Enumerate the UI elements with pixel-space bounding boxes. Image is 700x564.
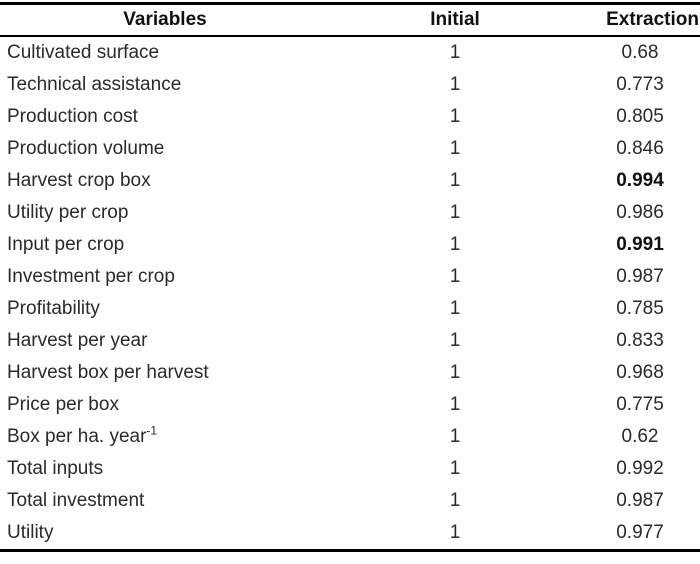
- variable-cell: Total investment: [0, 485, 330, 517]
- extraction-value-cell: 0.987: [616, 266, 664, 287]
- variable-label: Harvest crop box: [7, 170, 151, 191]
- initial-value-cell: 1: [449, 106, 461, 127]
- initial-value-cell: 1: [449, 234, 461, 255]
- variable-label: Utility per crop: [7, 202, 129, 223]
- variable-cell: Input per crop: [0, 229, 330, 261]
- table-row: Total inputs 1 0.992: [0, 453, 700, 485]
- initial-value-cell: 1: [449, 138, 461, 159]
- variable-cell: Production cost: [0, 101, 330, 133]
- initial-value-cell: 1: [449, 266, 461, 287]
- initial-value-cell: 1: [449, 362, 461, 383]
- variable-label: Total investment: [7, 490, 145, 511]
- extraction-value-cell: 0.775: [616, 394, 664, 415]
- extraction-value-cell: 0.968: [616, 362, 664, 383]
- table-row: Cultivated surface 1 0.68: [0, 36, 700, 69]
- extraction-value-cell: 0.68: [621, 42, 659, 63]
- extraction-value-cell: 0.62: [621, 426, 659, 447]
- variable-label: Harvest per year: [7, 330, 148, 351]
- variable-cell: Total inputs: [0, 453, 330, 485]
- table-row: Production cost 1 0.805: [0, 101, 700, 133]
- variable-label: Cultivated surface: [7, 42, 160, 63]
- table-row: Utility per crop 1 0.986: [0, 197, 700, 229]
- variable-label: Box per ha. year: [7, 426, 147, 447]
- initial-value-cell: 1: [449, 426, 461, 447]
- table-row: Harvest per year 1 0.833: [0, 325, 700, 357]
- table-row: Harvest box per harvest 1 0.968: [0, 357, 700, 389]
- extraction-value-cell: 0.986: [616, 202, 664, 223]
- extraction-value-cell: 0.977: [616, 522, 664, 543]
- factor-extraction-table: Variables Initial Extraction Cultivated …: [0, 2, 700, 552]
- initial-value-cell: 1: [449, 74, 461, 95]
- variable-label: Production cost: [7, 106, 138, 127]
- table-row: Utility 1 0.977: [0, 517, 700, 551]
- extraction-value-cell: 0.987: [616, 490, 664, 511]
- initial-value-cell: 1: [449, 330, 461, 351]
- header-row: Variables Initial Extraction: [0, 3, 700, 37]
- variable-cell: Price per box: [0, 389, 330, 421]
- initial-value-cell: 1: [449, 170, 461, 191]
- table-body: Cultivated surface 1 0.68 Technical assi…: [0, 36, 700, 551]
- variable-label: Total inputs: [7, 458, 104, 479]
- column-header-variables: Variables: [0, 3, 330, 37]
- variable-label: Profitability: [7, 298, 100, 319]
- table-row: Input per crop 1 0.991: [0, 229, 700, 261]
- extraction-value-cell: 0.994: [616, 170, 664, 191]
- variable-cell: Harvest per year: [0, 325, 330, 357]
- extraction-value-cell: 0.833: [616, 330, 664, 351]
- extraction-value-cell: 0.785: [616, 298, 664, 319]
- variable-cell: Utility: [0, 517, 330, 551]
- table-header: Variables Initial Extraction: [0, 3, 700, 37]
- table-row: Total investment 1 0.987: [0, 485, 700, 517]
- extraction-value-cell: 0.846: [616, 138, 664, 159]
- variable-label: Utility: [7, 522, 54, 543]
- extraction-value-cell: 0.805: [616, 106, 664, 127]
- initial-value-cell: 1: [449, 298, 461, 319]
- initial-value-cell: 1: [449, 394, 461, 415]
- variable-label: Production volume: [7, 138, 165, 159]
- extraction-value-cell: 0.991: [616, 234, 664, 255]
- initial-value-cell: 1: [449, 202, 461, 223]
- variable-label: Harvest box per harvest: [7, 362, 209, 383]
- table-row: Technical assistance 1 0.773: [0, 69, 700, 101]
- variable-superscript: -1: [146, 423, 158, 438]
- variable-cell: Harvest box per harvest: [0, 357, 330, 389]
- table-row: Box per ha. year-1 1 0.62: [0, 421, 700, 453]
- initial-value-cell: 1: [449, 490, 461, 511]
- initial-value-cell: 1: [449, 42, 461, 63]
- table-row: Harvest crop box 1 0.994: [0, 165, 700, 197]
- table-row: Investment per crop 1 0.987: [0, 261, 700, 293]
- initial-value-cell: 1: [449, 458, 461, 479]
- variable-cell: Box per ha. year-1: [0, 421, 330, 453]
- extraction-value-cell: 0.992: [616, 458, 664, 479]
- variable-cell: Technical assistance: [0, 69, 330, 101]
- variable-cell: Production volume: [0, 133, 330, 165]
- variable-label: Price per box: [7, 394, 119, 415]
- variable-cell: Investment per crop: [0, 261, 330, 293]
- variable-label: Input per crop: [7, 234, 125, 255]
- column-header-initial: Initial: [330, 3, 580, 37]
- initial-value-cell: 1: [449, 522, 461, 543]
- variable-cell: Profitability: [0, 293, 330, 325]
- variable-label: Investment per crop: [7, 266, 175, 287]
- variable-cell: Cultivated surface: [0, 36, 330, 69]
- variable-cell: Utility per crop: [0, 197, 330, 229]
- table-row: Profitability 1 0.785: [0, 293, 700, 325]
- variable-label: Technical assistance: [7, 74, 182, 95]
- column-header-extraction: Extraction: [580, 3, 700, 37]
- extraction-value-cell: 0.773: [616, 74, 664, 95]
- table-row: Price per box 1 0.775: [0, 389, 700, 421]
- table-row: Production volume 1 0.846: [0, 133, 700, 165]
- variable-cell: Harvest crop box: [0, 165, 330, 197]
